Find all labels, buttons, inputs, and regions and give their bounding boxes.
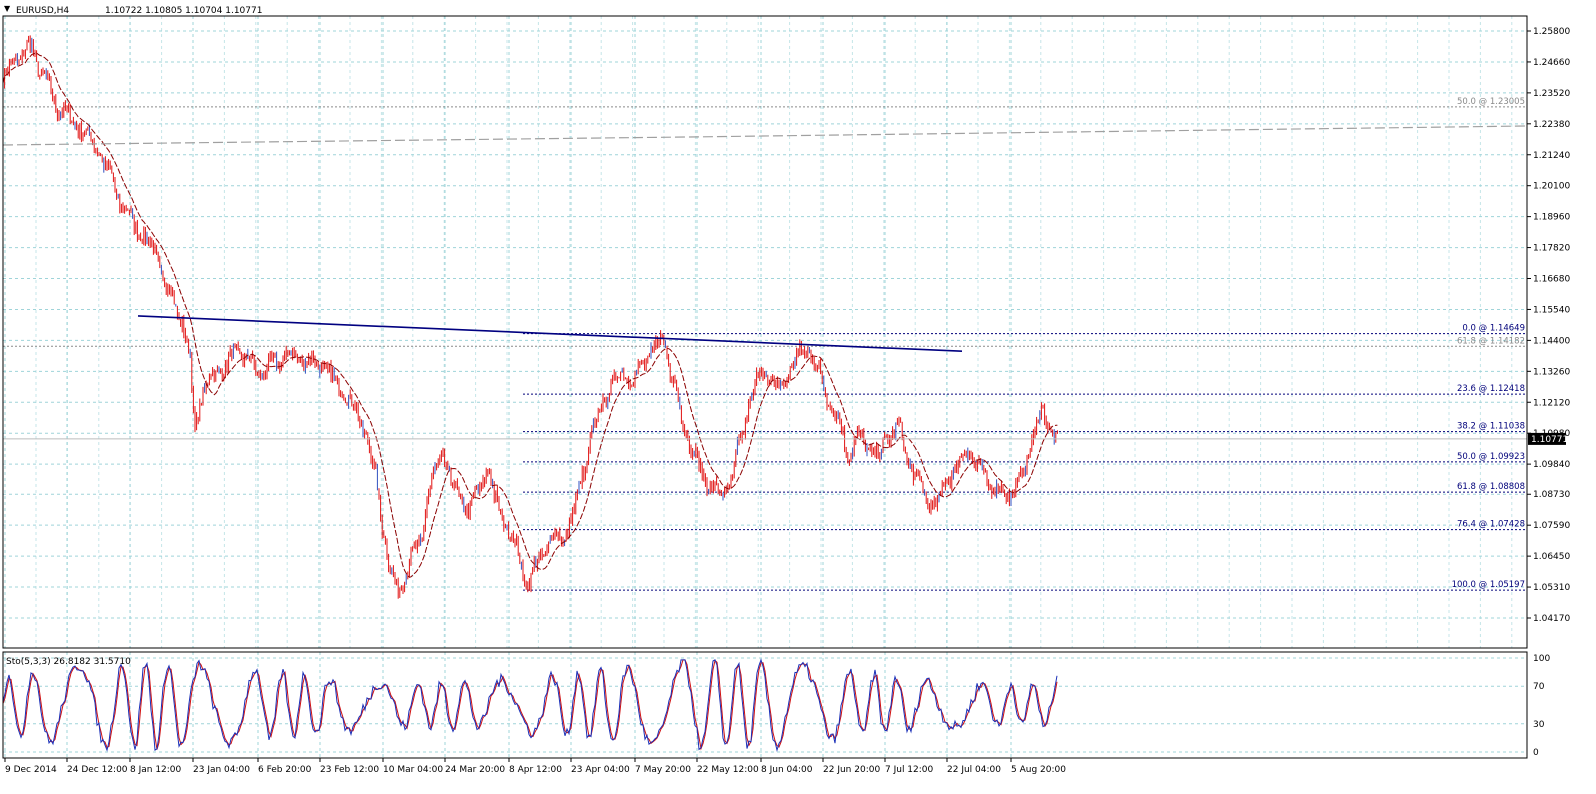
y-tick-label: 1.08730 bbox=[1533, 490, 1570, 500]
x-tick-label: 9 Dec 2014 bbox=[5, 765, 57, 775]
y-tick-label: 1.18960 bbox=[1533, 213, 1570, 223]
oscillator-title: Sto(5,3,3) 26.8182 31.5710 bbox=[6, 657, 131, 667]
axes: 1.25800 1.24660 1.23520 1.22380 1.21240 1.201… bbox=[2, 15, 1570, 775]
main-plot-frame bbox=[2, 15, 1528, 649]
y-tick-label: 1.07590 bbox=[1533, 521, 1570, 531]
fib-level-label: 76.4 @ 1.07428 bbox=[1457, 520, 1525, 530]
fib-upper-level-label: 50.0 @ 1.23005 bbox=[1457, 97, 1525, 107]
y-tick-label: 1.14400 bbox=[1533, 336, 1570, 346]
long-ma-line bbox=[2, 125, 1528, 146]
osc-level-label: 0 bbox=[1533, 748, 1539, 758]
y-tick-label: 1.06450 bbox=[1533, 552, 1570, 562]
x-tick-label: 23 Jan 04:00 bbox=[193, 765, 250, 775]
fib-upper-level-label: 61.8 @ 1.14182 bbox=[1457, 336, 1525, 346]
y-tick-label: 1.17820 bbox=[1533, 244, 1570, 254]
x-tick-label: 23 Apr 04:00 bbox=[571, 765, 630, 775]
osc-level-label: 30 bbox=[1533, 720, 1545, 730]
x-tick-label: 10 Mar 04:00 bbox=[383, 765, 443, 775]
ohlc-values: 1.10722 1.10805 1.10704 1.10771 bbox=[105, 6, 262, 16]
y-tick-label: 1.04170 bbox=[1533, 614, 1570, 624]
x-tick-label: 24 Dec 12:00 bbox=[67, 765, 128, 775]
x-tick-label: 8 Jan 12:00 bbox=[130, 765, 182, 775]
y-tick-label: 1.20100 bbox=[1533, 182, 1570, 192]
osc-level-label: 100 bbox=[1533, 654, 1550, 664]
x-tick-label: 6 Feb 20:00 bbox=[258, 765, 312, 775]
osc-level-label: 70 bbox=[1533, 682, 1545, 692]
fib-level-label: 50.0 @ 1.09923 bbox=[1457, 452, 1525, 462]
y-tick-label: 1.21240 bbox=[1533, 151, 1570, 161]
x-tick-label: 23 Feb 12:00 bbox=[320, 765, 379, 775]
fibonacci-retracement[interactable]: 0.0 @ 1.14649 23.6 @ 1.12418 38.2 @ 1.1103… bbox=[3, 97, 1527, 591]
x-tick-label: 5 Aug 20:00 bbox=[1011, 765, 1066, 775]
y-tick-label: 1.12120 bbox=[1533, 398, 1570, 408]
y-tick-label: 1.05310 bbox=[1533, 583, 1570, 593]
grid bbox=[3, 16, 1527, 758]
y-tick-label: 1.25800 bbox=[1533, 27, 1570, 37]
y-tick-label: 1.13260 bbox=[1533, 367, 1570, 377]
x-tick-label: 7 Jul 12:00 bbox=[885, 765, 934, 775]
header-arrow-icon[interactable]: ▼ bbox=[4, 4, 11, 13]
fib-level-label: 38.2 @ 1.11038 bbox=[1457, 422, 1525, 432]
x-tick-label: 7 May 20:00 bbox=[635, 765, 691, 775]
x-tick-label: 8 Jun 04:00 bbox=[761, 765, 813, 775]
oscillator-frame bbox=[2, 651, 1528, 759]
price-series bbox=[2, 35, 1058, 599]
y-tick-label: 1.16680 bbox=[1533, 275, 1570, 285]
x-tick-label: 24 Mar 20:00 bbox=[445, 765, 505, 775]
stochastic-oscillator bbox=[2, 658, 1058, 753]
x-tick-label: 22 Jun 20:00 bbox=[823, 765, 880, 775]
y-tick-label: 1.15540 bbox=[1533, 305, 1570, 315]
current-price-tag-bg bbox=[1528, 432, 1566, 445]
current-price-tag: 1.10771 bbox=[1531, 435, 1568, 445]
stochastic-signal-line bbox=[2, 659, 1058, 751]
symbol-title: EURUSD,H4 bbox=[16, 6, 69, 16]
trendline[interactable] bbox=[137, 315, 963, 353]
fib-level-label: 23.6 @ 1.12418 bbox=[1457, 384, 1525, 394]
x-tick-label: 8 Apr 12:00 bbox=[509, 765, 562, 775]
y-tick-label: 1.09840 bbox=[1533, 460, 1570, 470]
stochastic-main-line bbox=[2, 658, 1058, 753]
overlays bbox=[2, 52, 1528, 578]
y-tick-label: 1.22380 bbox=[1533, 120, 1570, 130]
y-tick-label: 1.23520 bbox=[1533, 89, 1570, 99]
fib-level-label: 100.0 @ 1.05197 bbox=[1452, 580, 1525, 590]
fib-level-label: 0.0 @ 1.14649 bbox=[1462, 324, 1525, 334]
x-tick-label: 22 Jul 04:00 bbox=[947, 765, 1001, 775]
x-tick-label: 22 May 12:00 bbox=[697, 765, 759, 775]
fib-level-label: 61.8 @ 1.08808 bbox=[1457, 482, 1525, 492]
moving-average-line bbox=[2, 52, 1058, 578]
y-tick-label: 1.24660 bbox=[1533, 58, 1570, 68]
